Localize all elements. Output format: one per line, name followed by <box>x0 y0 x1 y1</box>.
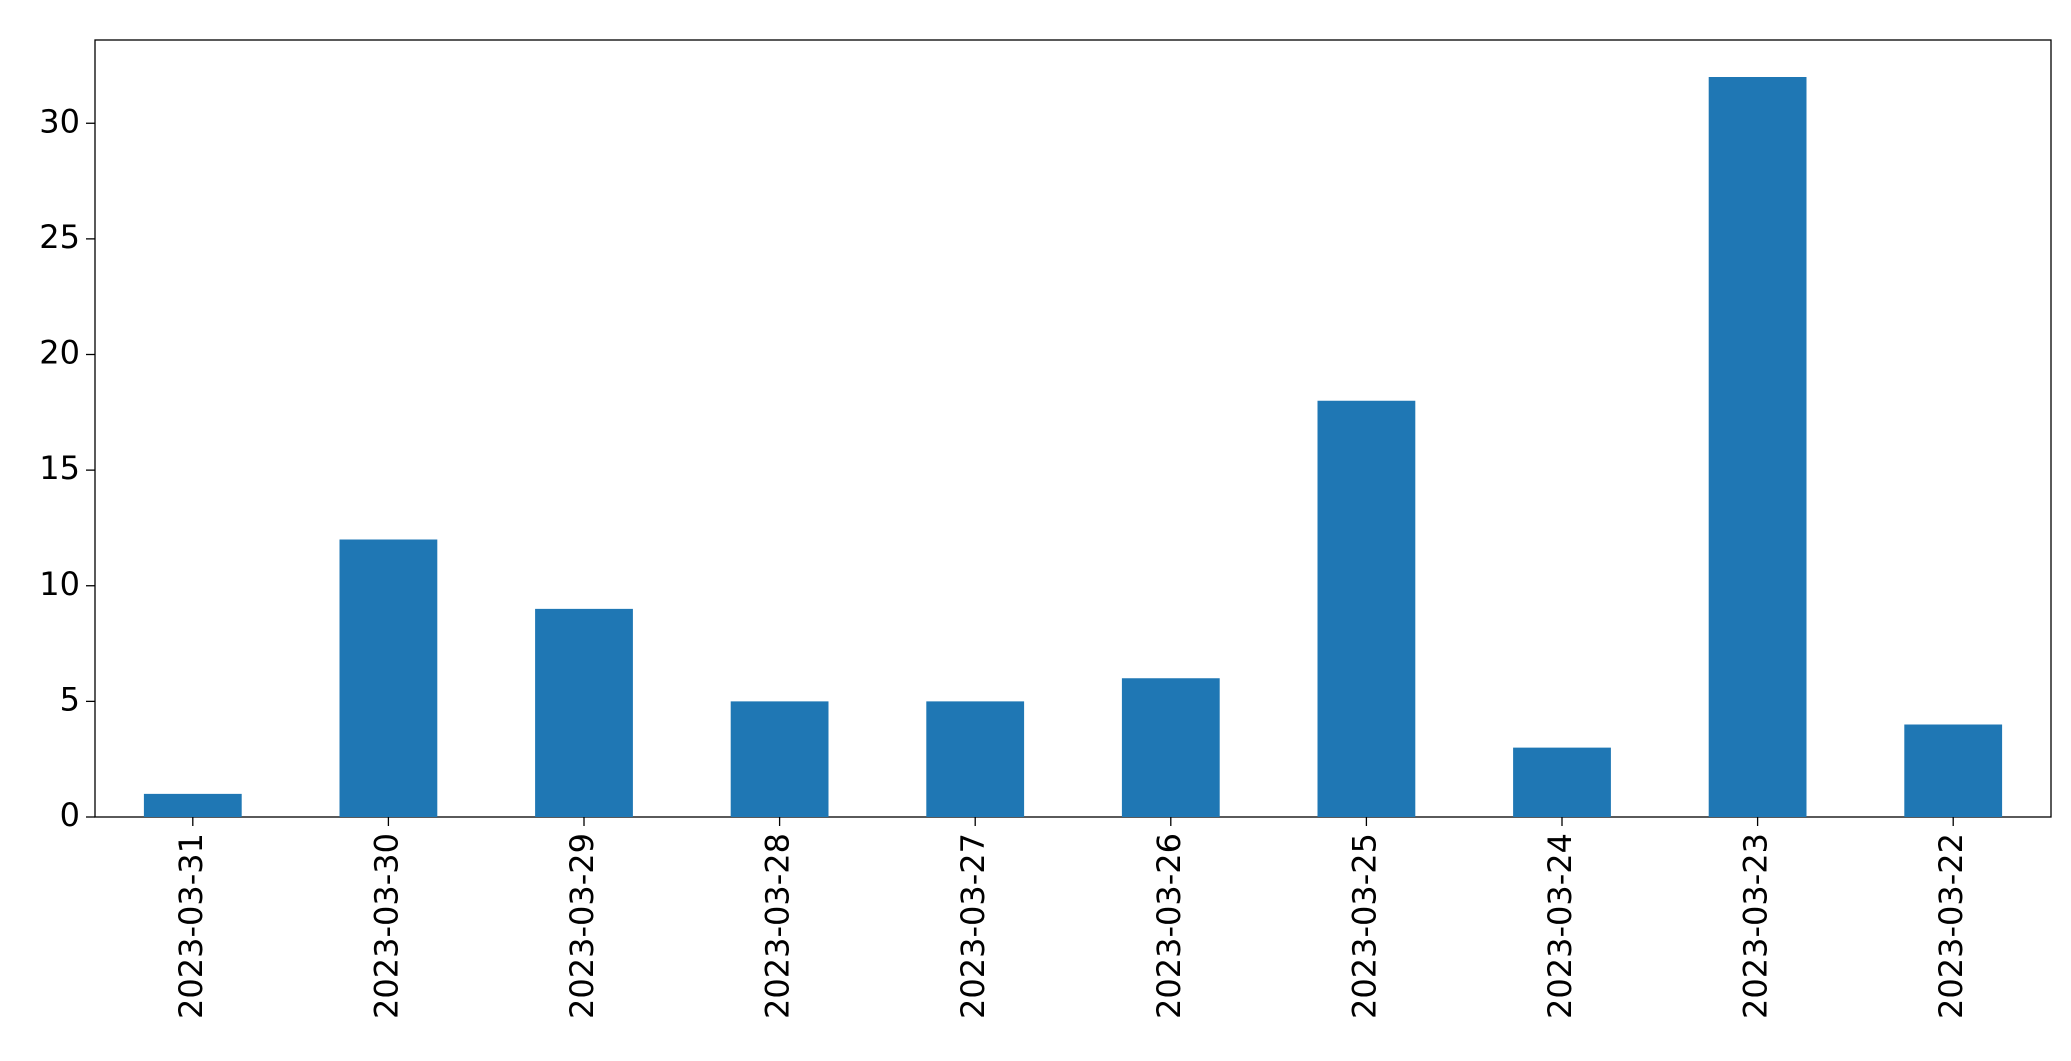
x-tick-label: 2023-03-29 <box>563 833 601 1019</box>
x-tick-label: 2023-03-26 <box>1150 833 1188 1019</box>
bar <box>1904 724 2003 817</box>
bar <box>1513 747 1611 817</box>
bar <box>1121 678 1220 817</box>
bar <box>1317 400 1416 817</box>
x-tick-label: 2023-03-31 <box>172 833 210 1019</box>
bar <box>730 701 829 817</box>
y-tick-label: 5 <box>60 680 80 718</box>
y-tick-label: 0 <box>60 796 80 834</box>
plot-frame <box>94 39 2052 818</box>
y-tick-label: 20 <box>39 334 80 372</box>
bar <box>143 793 242 817</box>
y-tick-label: 30 <box>39 102 80 140</box>
bar <box>535 608 633 817</box>
x-tick-label: 2023-03-25 <box>1345 833 1383 1019</box>
x-tick-label: 2023-03-30 <box>367 833 405 1019</box>
y-tick-label: 25 <box>39 218 80 256</box>
x-tick-label: 2023-03-23 <box>1737 833 1775 1019</box>
x-tick-label: 2023-03-22 <box>1932 833 1970 1019</box>
x-tick-label: 2023-03-24 <box>1541 833 1579 1019</box>
y-tick-label: 10 <box>39 565 80 603</box>
x-tick-label: 2023-03-27 <box>954 833 992 1019</box>
bar <box>926 701 1025 817</box>
bar <box>339 539 438 817</box>
x-tick-label: 2023-03-28 <box>759 833 797 1019</box>
bar <box>1708 77 1807 817</box>
y-tick-label: 15 <box>39 449 80 487</box>
